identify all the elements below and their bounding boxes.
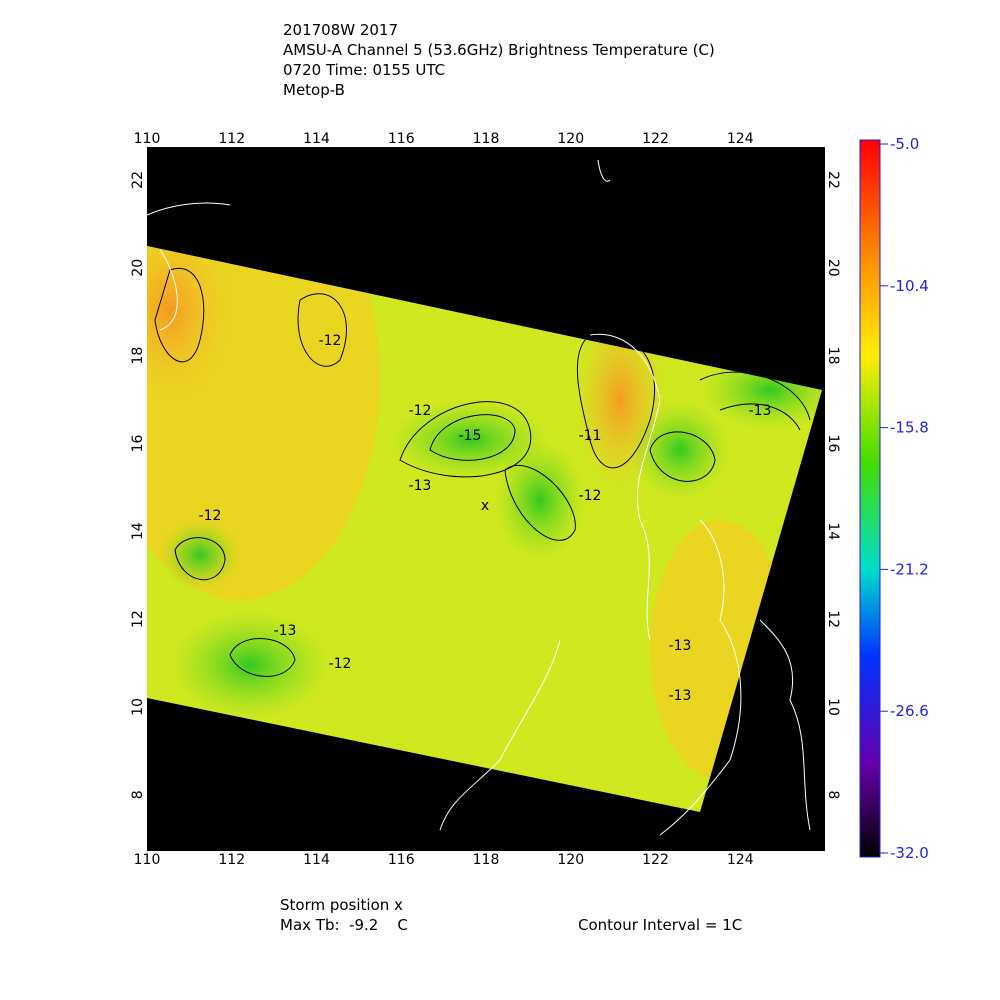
lon-label-top: 120 xyxy=(557,131,584,147)
contour-label: -12 xyxy=(199,508,222,524)
lat-label-right: 8 xyxy=(825,790,841,799)
lat-label-right: 22 xyxy=(825,171,841,189)
lat-label-right: 10 xyxy=(825,698,841,716)
lat-label-left: 12 xyxy=(130,610,146,628)
colorbar xyxy=(859,139,881,858)
contour-label: -13 xyxy=(274,623,297,639)
storm-position-note: Storm position x xyxy=(280,896,403,914)
lon-label-bottom: 124 xyxy=(727,852,754,868)
colorbar-label: -26.6 xyxy=(890,702,929,720)
colorbar-label: -21.2 xyxy=(890,560,929,578)
lon-label-top: 124 xyxy=(727,131,754,147)
lat-label-right: 12 xyxy=(825,610,841,628)
lon-label-bottom: 116 xyxy=(388,852,415,868)
max-tb: Max Tb: -9.2 C xyxy=(280,916,408,934)
lat-label-left: 14 xyxy=(130,522,146,540)
lat-label-right: 16 xyxy=(825,435,841,453)
contour-label: -11 xyxy=(579,428,602,444)
contour-label: -12 xyxy=(409,403,432,419)
lon-label-top: 122 xyxy=(642,131,669,147)
title-line: 0720 Time: 0155 UTC xyxy=(283,61,445,79)
title-line: Metop-B xyxy=(283,81,345,99)
lon-label-bottom: 118 xyxy=(473,852,500,868)
contour-label: -13 xyxy=(669,638,692,654)
lat-label-left: 16 xyxy=(130,434,146,452)
contour-label: -15 xyxy=(459,428,482,444)
lon-label-bottom: 114 xyxy=(303,852,330,868)
colorbar-label: -5.0 xyxy=(890,135,919,153)
lat-label-right: 14 xyxy=(825,522,841,540)
contour-label: -13 xyxy=(749,403,772,419)
contour-label: -12 xyxy=(319,333,342,349)
lon-label-top: 118 xyxy=(473,131,500,147)
lon-label-top: 110 xyxy=(134,131,161,147)
lat-label-right: 18 xyxy=(825,347,841,365)
lat-label-left: 18 xyxy=(130,347,146,365)
lon-label-bottom: 112 xyxy=(218,852,245,868)
contour-label: -13 xyxy=(409,478,432,494)
title-line: 201708W 2017 xyxy=(283,21,398,39)
lat-label-right: 20 xyxy=(825,259,841,277)
lat-label-left: 8 xyxy=(130,790,146,799)
lon-label-top: 112 xyxy=(218,131,245,147)
contour-interval: Contour Interval = 1C xyxy=(578,916,742,934)
contour-label: -12 xyxy=(329,656,352,672)
coastlines xyxy=(146,159,811,836)
lon-label-bottom: 120 xyxy=(557,852,584,868)
lon-label-bottom: 122 xyxy=(642,852,669,868)
title-line: AMSU-A Channel 5 (53.6GHz) Brightness Te… xyxy=(283,41,715,59)
lat-label-left: 22 xyxy=(130,171,146,189)
lon-label-top: 116 xyxy=(388,131,415,147)
lat-label-left: 20 xyxy=(130,259,146,277)
contour-label: -12 xyxy=(579,488,602,504)
lat-label-left: 10 xyxy=(130,698,146,716)
lon-label-bottom: 110 xyxy=(134,852,161,868)
contour-label: -13 xyxy=(669,688,692,704)
lon-label-top: 114 xyxy=(303,131,330,147)
storm-marker: x xyxy=(481,498,489,514)
colorbar-label: -32.0 xyxy=(890,844,929,862)
colorbar-label: -10.4 xyxy=(890,277,929,295)
colorbar-label: -15.8 xyxy=(890,419,929,437)
